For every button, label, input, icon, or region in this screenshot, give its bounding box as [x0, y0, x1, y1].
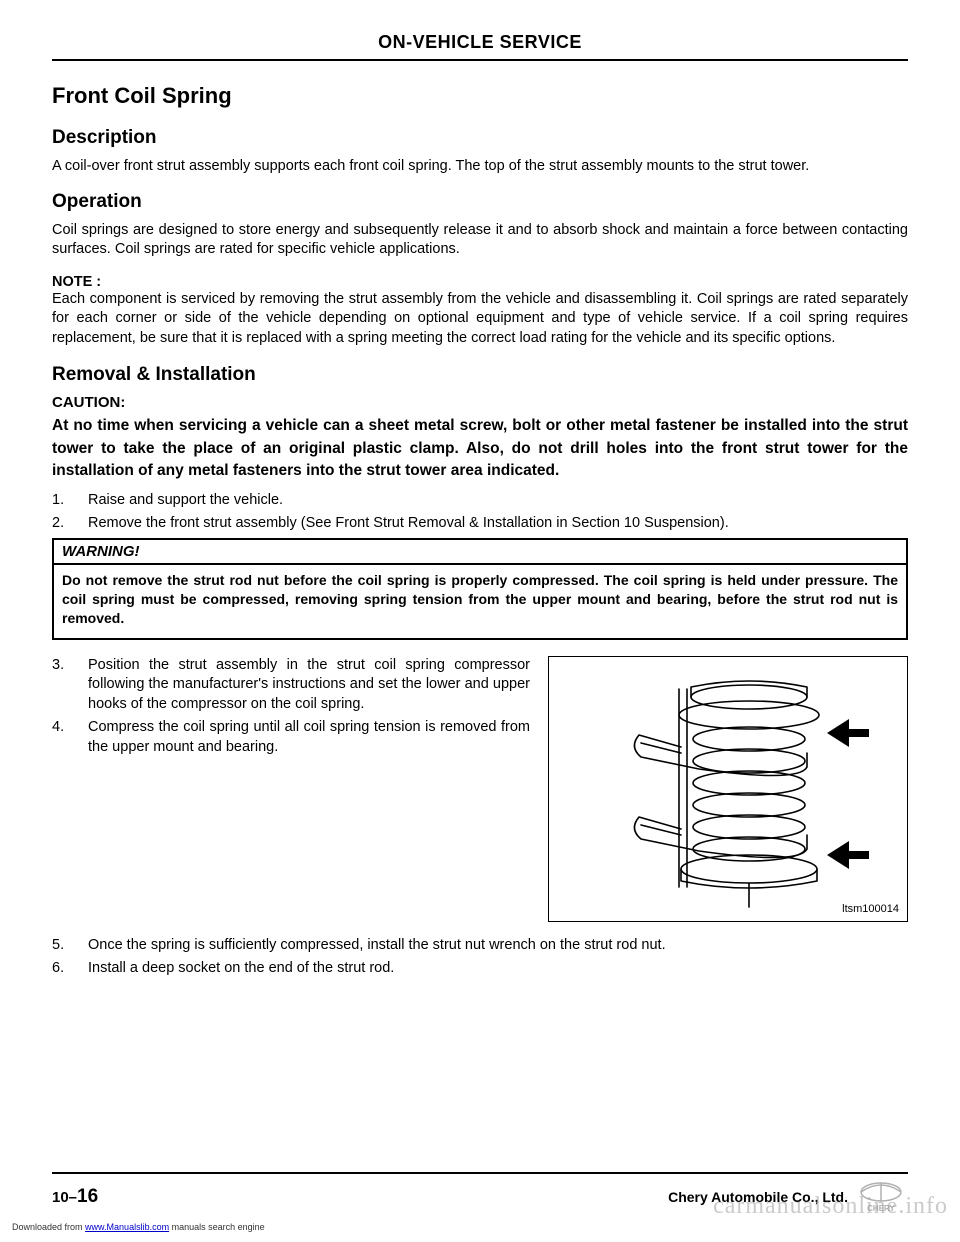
warning-label: WARNING! [54, 540, 906, 565]
removal-heading: Removal & Installation [52, 364, 908, 386]
figure-label: ltsm100014 [842, 903, 899, 915]
steps-list-b: 3.Position the strut assembly in the str… [52, 656, 530, 758]
step-item: 1.Raise and support the vehicle. [70, 491, 908, 511]
spring-diagram-icon [549, 657, 909, 923]
step-item: 2.Remove the front strut assembly (See F… [70, 514, 908, 534]
page-number-value: 16 [77, 1186, 98, 1207]
manualslib-link[interactable]: www.Manualslib.com [85, 1222, 169, 1232]
download-attribution: Downloaded from www.Manualslib.com manua… [12, 1222, 265, 1232]
operation-heading: Operation [52, 191, 908, 213]
page-section-prefix: 10– [52, 1189, 77, 1206]
download-prefix: Downloaded from [12, 1222, 85, 1232]
caution-label: CAUTION: [52, 394, 908, 411]
warning-body: Do not remove the strut rod nut before t… [54, 565, 906, 638]
step-text: Remove the front strut assembly (See Fro… [88, 515, 729, 531]
page-number: 10–16 [52, 1186, 98, 1208]
steps-list-a: 1.Raise and support the vehicle. 2.Remov… [52, 491, 908, 534]
step-text: Compress the coil spring until all coil … [88, 719, 530, 755]
note-label: NOTE : [52, 274, 908, 290]
description-heading: Description [52, 127, 908, 149]
operation-body: Coil springs are designed to store energ… [52, 221, 908, 260]
section-header: ON-VEHICLE SERVICE [52, 32, 908, 61]
step-item: 5.Once the spring is sufficiently compre… [70, 936, 908, 956]
page-title: Front Coil Spring [52, 83, 908, 109]
watermark: carmanualsonline.info [713, 1193, 948, 1220]
steps-list-c: 5.Once the spring is sufficiently compre… [52, 936, 908, 979]
step-text: Position the strut assembly in the strut… [88, 657, 530, 712]
note-body: Each component is serviced by removing t… [52, 290, 908, 349]
warning-box: WARNING! Do not remove the strut rod nut… [52, 538, 908, 640]
figure-spring-compressor: ltsm100014 [548, 656, 908, 922]
description-body: A coil-over front strut assembly support… [52, 157, 908, 177]
step-item: 4.Compress the coil spring until all coi… [70, 718, 530, 757]
download-suffix: manuals search engine [169, 1222, 265, 1232]
step-text: Install a deep socket on the end of the … [88, 960, 394, 976]
step-text: Once the spring is sufficiently compress… [88, 937, 666, 953]
step-item: 3.Position the strut assembly in the str… [70, 656, 530, 715]
caution-body: At no time when servicing a vehicle can … [52, 415, 908, 482]
step-item: 6.Install a deep socket on the end of th… [70, 959, 908, 979]
step-text: Raise and support the vehicle. [88, 492, 283, 508]
